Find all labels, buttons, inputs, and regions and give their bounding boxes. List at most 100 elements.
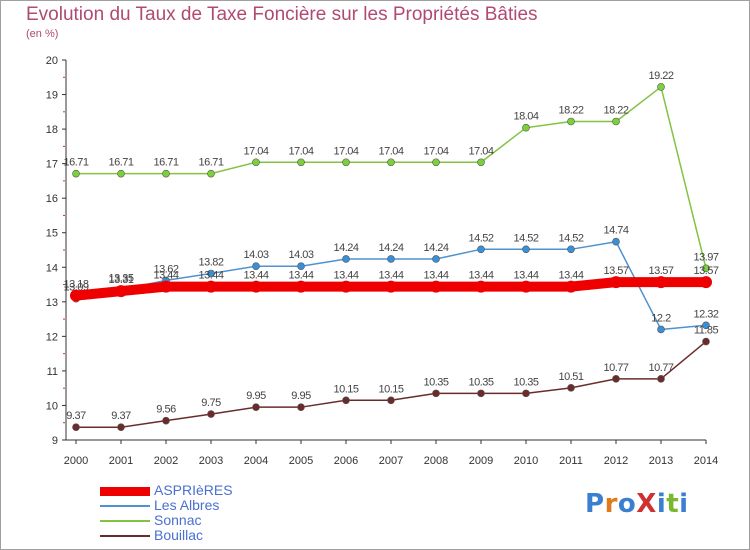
data-label: 10.77 — [603, 362, 628, 374]
data-point — [702, 337, 710, 346]
legend-swatch — [100, 535, 150, 537]
data-point — [252, 403, 260, 411]
data-point — [72, 169, 80, 178]
y-tick-label: 19 — [46, 90, 58, 102]
x-tick-label: 2010 — [514, 455, 538, 467]
y-tick-label: 17 — [46, 159, 58, 171]
logo-letter: i — [679, 489, 689, 519]
data-label: 13.57 — [603, 265, 628, 277]
data-label: 10.15 — [333, 383, 358, 395]
data-point — [340, 280, 352, 293]
data-point — [207, 269, 215, 278]
data-point — [117, 423, 125, 432]
data-point — [297, 262, 305, 271]
x-tick-label: 2008 — [424, 455, 448, 467]
data-label: 17.04 — [423, 145, 448, 157]
data-label: 18.22 — [558, 104, 583, 116]
data-label: 11.85 — [694, 325, 719, 337]
logo-letter: X — [636, 489, 657, 519]
data-point — [207, 410, 215, 418]
x-tick-label: 2011 — [559, 455, 583, 467]
data-label: 13.18 — [63, 279, 88, 291]
data-label: 12.32 — [693, 308, 718, 320]
data-point — [522, 245, 530, 254]
data-point — [430, 280, 442, 293]
legend-label: Les Albres — [154, 497, 220, 513]
data-point — [70, 289, 82, 302]
x-tick-label: 2006 — [334, 455, 358, 467]
data-point — [162, 169, 170, 178]
x-tick-label: 2009 — [469, 455, 493, 467]
data-point — [207, 169, 215, 178]
data-point — [567, 384, 575, 392]
y-tick-label: 10 — [46, 400, 58, 412]
data-point — [567, 245, 575, 254]
data-point — [655, 276, 667, 289]
data-point — [610, 276, 622, 289]
data-point — [295, 280, 307, 293]
x-tick-label: 2002 — [154, 455, 178, 467]
data-label: 13.44 — [513, 270, 538, 282]
data-point — [385, 280, 397, 293]
data-label: 13.62 — [153, 263, 178, 275]
data-label: 17.04 — [468, 145, 493, 157]
y-tick-label: 20 — [46, 55, 58, 67]
data-label: 13.44 — [468, 270, 493, 282]
data-point — [250, 280, 262, 293]
data-label: 13.44 — [198, 270, 223, 282]
data-label: 9.37 — [111, 410, 131, 422]
legend-swatch — [100, 486, 150, 496]
y-tick-label: 16 — [46, 193, 58, 205]
data-label: 10.15 — [378, 383, 403, 395]
data-label: 12.2 — [651, 312, 671, 324]
data-label: 10.35 — [468, 376, 493, 388]
legend-swatch — [100, 520, 150, 522]
x-tick-label: 2012 — [604, 455, 628, 467]
legend-label: Sonnac — [154, 512, 202, 528]
data-point — [565, 280, 577, 293]
data-label: 14.52 — [513, 232, 538, 244]
data-label: 13.44 — [378, 270, 403, 282]
data-point — [387, 158, 395, 167]
data-label: 14.24 — [423, 242, 448, 254]
data-point — [342, 396, 350, 405]
data-label: 16.71 — [63, 157, 88, 169]
data-label: 9.37 — [66, 410, 86, 422]
x-tick-label: 2014 — [694, 455, 718, 467]
data-point — [252, 158, 260, 167]
data-label: 16.71 — [153, 157, 178, 169]
data-label: 13.97 — [693, 251, 718, 263]
data-label: 14.52 — [468, 232, 493, 244]
data-label: 14.52 — [558, 232, 583, 244]
x-tick-label: 2000 — [64, 455, 88, 467]
x-tick-label: 2001 — [109, 455, 133, 467]
data-label: 10.35 — [513, 376, 538, 388]
data-label: 13.44 — [288, 270, 313, 282]
logo-letter: o — [617, 489, 637, 519]
data-point — [612, 237, 620, 246]
x-tick-label: 2013 — [649, 455, 673, 467]
data-label: 14.03 — [243, 249, 268, 261]
data-point — [522, 123, 530, 132]
y-tick-label: 18 — [46, 124, 58, 136]
data-point — [520, 280, 532, 293]
chart-title: Evolution du Taux de Taxe Foncière sur l… — [26, 4, 538, 25]
legend-label: Bouillac — [154, 527, 204, 543]
data-point — [475, 280, 487, 293]
data-point — [477, 245, 485, 254]
data-label: 19.22 — [648, 70, 673, 82]
data-point — [702, 321, 710, 330]
data-point — [657, 375, 665, 383]
logo-letter: r — [604, 489, 618, 519]
x-tick-label: 2007 — [379, 455, 403, 467]
data-label: 9.95 — [291, 390, 311, 402]
data-point — [432, 255, 440, 263]
y-tick-label: 11 — [47, 366, 58, 378]
data-point — [297, 158, 305, 167]
data-label: 17.04 — [378, 145, 403, 157]
data-point — [342, 255, 350, 263]
data-label: 13.44 — [333, 270, 358, 282]
y-tick-label: 13 — [46, 297, 58, 309]
data-label: 9.95 — [246, 390, 266, 402]
data-point — [252, 262, 260, 271]
